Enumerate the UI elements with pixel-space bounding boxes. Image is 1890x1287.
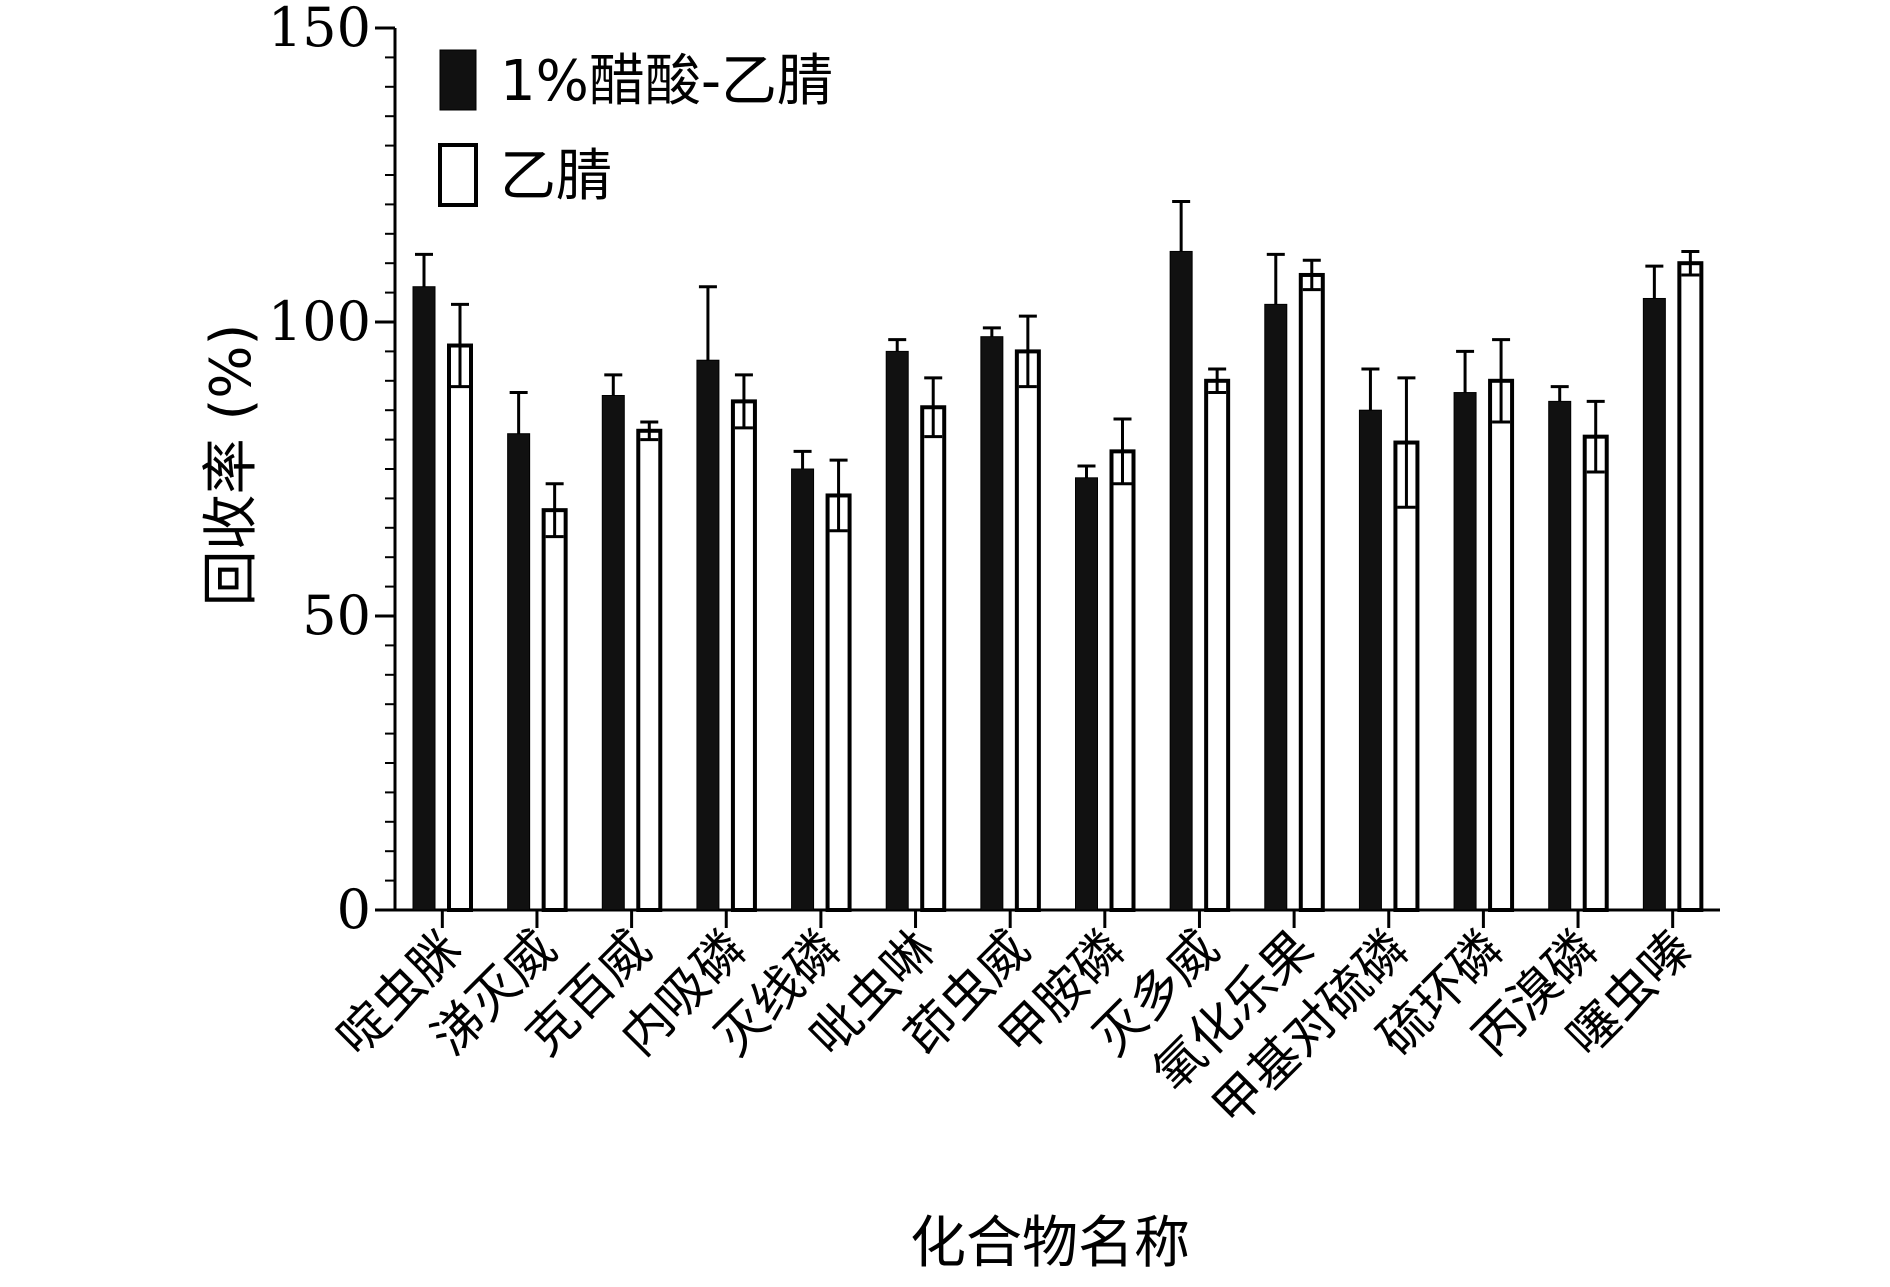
bar-acetic-acetonitrile bbox=[696, 359, 720, 911]
bar-acetic-acetonitrile bbox=[980, 336, 1004, 911]
bar-acetic-acetonitrile bbox=[601, 395, 625, 911]
bar-acetonitrile bbox=[1393, 440, 1420, 912]
bar-acetonitrile bbox=[1582, 434, 1609, 912]
bars bbox=[412, 199, 1704, 912]
legend-label: 乙腈 bbox=[500, 144, 612, 209]
bar-acetonitrile bbox=[541, 508, 568, 912]
y-tick-label: 50 bbox=[302, 584, 371, 647]
bar-acetonitrile bbox=[1109, 449, 1136, 912]
bar-acetic-acetonitrile bbox=[1264, 303, 1288, 911]
bar-acetic-acetonitrile bbox=[1548, 400, 1572, 911]
bar-acetonitrile bbox=[636, 428, 663, 912]
bar-acetic-acetonitrile bbox=[1453, 392, 1477, 911]
bar-acetic-acetonitrile bbox=[507, 433, 531, 911]
legend-label: 1%醋酸-乙腈 bbox=[500, 49, 833, 114]
bar-acetonitrile bbox=[1677, 261, 1704, 912]
legend-swatch-acetonitrile bbox=[438, 143, 478, 207]
bar-acetic-acetonitrile bbox=[1642, 297, 1666, 911]
bar-acetonitrile bbox=[447, 343, 473, 912]
bar-acetonitrile bbox=[1488, 378, 1515, 912]
bar-acetic-acetonitrile bbox=[1075, 477, 1098, 911]
bar-acetonitrile bbox=[920, 405, 947, 912]
bar-acetic-acetonitrile bbox=[791, 468, 815, 911]
bar-acetonitrile bbox=[1204, 378, 1231, 912]
x-axis-title: 化合物名称 bbox=[910, 1211, 1190, 1276]
bar-acetonitrile bbox=[730, 399, 757, 912]
bar-acetic-acetonitrile bbox=[1169, 250, 1193, 911]
y-tick-label: 0 bbox=[337, 878, 371, 941]
y-tick-label: 100 bbox=[268, 290, 371, 353]
bar-acetic-acetonitrile bbox=[885, 350, 909, 911]
bar-acetic-acetonitrile bbox=[412, 286, 436, 911]
bar-acetic-acetonitrile bbox=[1358, 409, 1382, 911]
y-axis-title: 回收率 (%) bbox=[199, 324, 264, 607]
legend-swatch-acetic-acetonitrile bbox=[439, 49, 477, 111]
bar-acetonitrile bbox=[825, 493, 852, 912]
bar-acetonitrile bbox=[1298, 272, 1325, 912]
bar-acetonitrile bbox=[1014, 349, 1041, 912]
y-tick-label: 150 bbox=[268, 0, 371, 59]
